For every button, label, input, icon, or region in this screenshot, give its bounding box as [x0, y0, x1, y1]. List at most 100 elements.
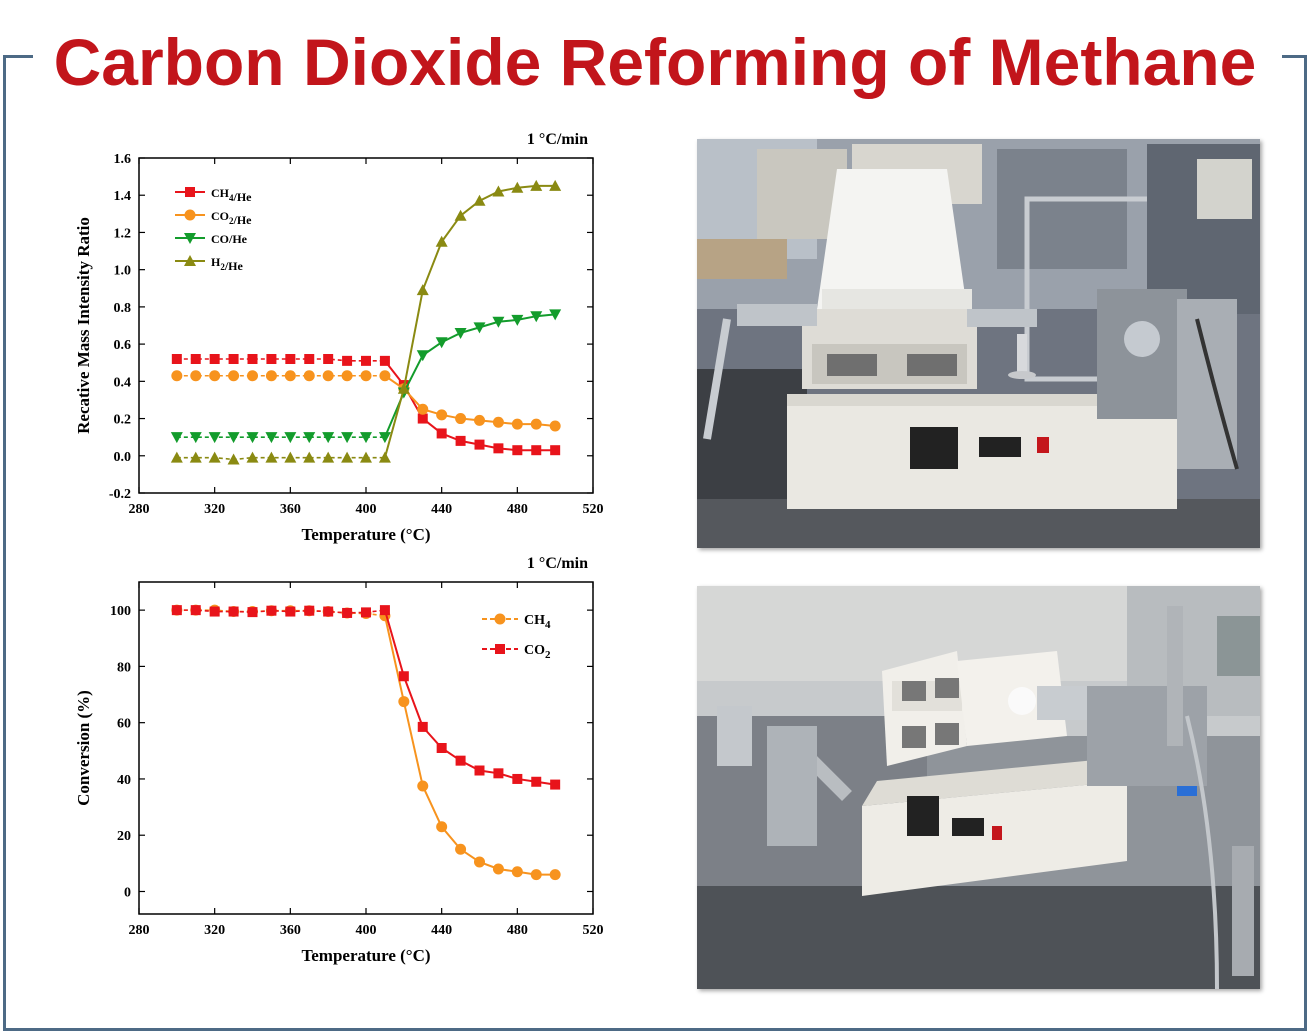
data-point — [285, 354, 296, 364]
y-tick-label: 0 — [124, 885, 131, 900]
data-point — [322, 451, 335, 463]
data-point — [379, 355, 390, 366]
y-tick-label: 40 — [117, 773, 131, 788]
data-point — [435, 235, 448, 247]
data-point — [378, 451, 391, 463]
data-point — [530, 869, 542, 881]
legend-marker — [494, 613, 506, 625]
data-point — [511, 866, 523, 878]
data-point — [303, 451, 316, 463]
data-point — [247, 370, 258, 382]
data-point — [549, 179, 562, 191]
data-point — [435, 337, 448, 349]
data-point — [492, 863, 504, 875]
data-point — [247, 354, 258, 364]
series-line-dashed — [176, 358, 385, 362]
y-tick-label: 0.0 — [114, 450, 132, 465]
data-point — [530, 311, 543, 323]
series-line — [384, 360, 556, 452]
data-point — [284, 432, 297, 444]
legend-label: CH4/He — [211, 186, 252, 204]
series-ch4he — [171, 354, 561, 456]
plot-area — [138, 581, 594, 915]
data-point — [417, 721, 428, 732]
y-tick-label: 1.6 — [114, 152, 132, 167]
data-point — [304, 354, 315, 364]
data-point — [341, 432, 354, 444]
rate-label: 1 °C/min — [527, 131, 588, 148]
data-point — [493, 443, 504, 454]
x-tick-label: 400 — [356, 923, 377, 938]
data-point — [341, 370, 353, 382]
data-point — [189, 432, 202, 444]
data-point — [171, 605, 182, 616]
data-point — [246, 432, 259, 444]
data-point — [360, 370, 372, 382]
data-point — [512, 773, 523, 784]
data-point — [416, 284, 429, 296]
data-point — [379, 370, 391, 382]
data-point — [473, 322, 486, 334]
data-point — [417, 403, 429, 415]
x-tick-label: 440 — [431, 923, 452, 938]
data-point — [530, 418, 542, 430]
data-point — [341, 451, 354, 463]
reactor-photo-angled — [697, 586, 1260, 989]
y-tick-label: 60 — [117, 717, 131, 732]
legend-label: CO2/He — [211, 209, 252, 227]
series-co2he — [171, 370, 561, 432]
x-tick-label: 280 — [129, 923, 150, 938]
data-point — [398, 671, 409, 682]
data-point — [247, 607, 258, 618]
data-point — [208, 432, 221, 444]
data-point — [265, 451, 278, 463]
data-point — [190, 354, 201, 364]
data-point — [323, 606, 334, 617]
series-line-dashed — [176, 456, 385, 461]
x-tick-label: 480 — [507, 502, 528, 517]
data-point — [228, 606, 239, 617]
data-point — [455, 413, 467, 425]
legend-marker — [184, 233, 196, 244]
data-point — [360, 451, 372, 463]
data-point — [322, 370, 334, 382]
data-point — [209, 370, 221, 382]
data-point — [550, 445, 561, 456]
legend-marker — [184, 255, 196, 266]
series-line — [383, 313, 556, 438]
y-tick-label: 100 — [110, 604, 131, 619]
data-point — [492, 316, 505, 328]
data-point — [360, 432, 372, 444]
data-point — [284, 370, 296, 382]
data-point — [266, 354, 277, 364]
data-point — [208, 451, 221, 463]
data-point — [530, 179, 543, 191]
data-point — [265, 370, 277, 382]
legend-marker — [185, 187, 195, 197]
x-tick-label: 320 — [204, 502, 225, 517]
data-point — [474, 856, 485, 868]
frame-top-right — [1282, 55, 1307, 58]
data-point — [285, 606, 296, 617]
y-axis-label: Recative Mass Intensity Ratio — [74, 217, 93, 434]
data-point — [492, 185, 505, 197]
data-point — [436, 409, 448, 421]
data-point — [170, 451, 183, 463]
frame-top-left — [3, 55, 33, 58]
x-axis-label: Temperature (°C) — [301, 946, 430, 965]
data-point — [303, 370, 315, 382]
data-point — [455, 435, 466, 446]
data-point — [454, 327, 467, 339]
legend-label: CH4 — [524, 613, 551, 631]
data-point — [322, 432, 335, 444]
y-tick-label: 0.4 — [114, 375, 132, 390]
x-axis-label: Temperature (°C) — [301, 525, 430, 544]
data-point — [436, 428, 447, 439]
data-point — [228, 370, 240, 382]
data-point — [549, 420, 561, 432]
y-tick-label: 1.0 — [114, 264, 132, 279]
data-point — [379, 605, 390, 616]
y-tick-label: 1.4 — [114, 189, 132, 204]
data-point — [417, 780, 429, 792]
data-point — [436, 821, 448, 833]
